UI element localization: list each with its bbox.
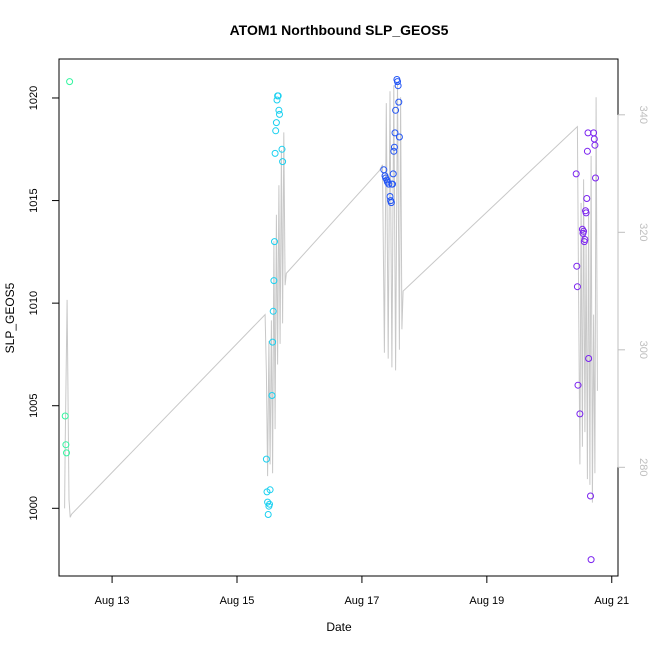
data-point [573,283,581,291]
data-point [587,556,595,564]
data-point [63,449,70,457]
data-point [572,170,580,178]
data-point [390,147,398,155]
data-point [385,180,393,188]
data-point [279,158,287,166]
x-tick-label: Aug 21 [594,595,629,607]
data-point [576,410,584,418]
data-point [583,195,591,202]
data-point [269,307,277,315]
x-tick-label: Aug 13 [95,595,130,607]
chart-title: ATOM1 Northbound SLP_GEOS5 [230,22,449,38]
y-right-tick-label: 300 [637,341,649,359]
x-axis: Aug 13 Aug 15 Aug 17 Aug 19 Aug 21 [95,575,629,607]
data-point [262,455,270,463]
data-point [585,355,593,362]
y-right-tick-label: 340 [637,106,649,124]
data-point [387,199,395,207]
data-point [583,147,591,155]
data-point [582,209,590,217]
data-point [271,238,278,246]
y-tick-label: 1000 [28,496,40,520]
data-point [580,227,588,235]
data-point [270,277,278,285]
data-point [273,96,281,104]
data-point [395,133,403,141]
data-point [389,170,397,178]
data-point [272,127,280,135]
data-point [391,129,399,137]
x-tick-label: Aug 19 [469,595,504,607]
data-point [266,500,273,508]
y-axis-label: SLP_GEOS5 [3,282,17,353]
y-tick-label: 1005 [28,393,40,417]
data-point [394,82,402,90]
x-tick-label: Aug 15 [220,595,255,607]
data-point [392,106,400,114]
data-point [591,141,599,149]
data-point [574,381,582,389]
data-point [390,143,398,151]
data-point [389,180,396,188]
data-point [394,78,401,86]
x-tick-label: Aug 17 [344,595,379,607]
y-right-tick-label: 320 [637,223,649,241]
plot-frame [58,58,619,577]
trace-layer [64,82,598,518]
data-point [276,110,283,118]
data-point [66,78,74,86]
data-point [592,174,599,182]
data-point [271,149,279,157]
y-right-tick-label: 280 [637,458,649,476]
data-point [61,412,69,420]
data-point [587,492,594,500]
data-point [278,145,286,153]
data-point [272,119,280,127]
data-point [573,262,581,270]
trace-line [64,82,598,518]
y-right-axis: 280 300 320 340 [617,106,649,476]
data-point [268,392,276,399]
points-layer [61,76,599,564]
data-point [581,236,589,243]
data-point [395,98,403,106]
data-point [264,511,272,518]
y-tick-label: 1020 [28,86,40,110]
data-point [62,441,70,449]
data-point [269,338,277,346]
y-tick-label: 1010 [28,291,40,315]
x-axis-label: Date [326,620,352,634]
data-point [264,498,272,506]
data-point [266,486,274,494]
data-point [274,92,282,100]
y-axis: 1000 1005 1010 1015 1020 [28,86,60,521]
y-tick-label: 1015 [28,188,40,212]
data-point [275,106,283,114]
